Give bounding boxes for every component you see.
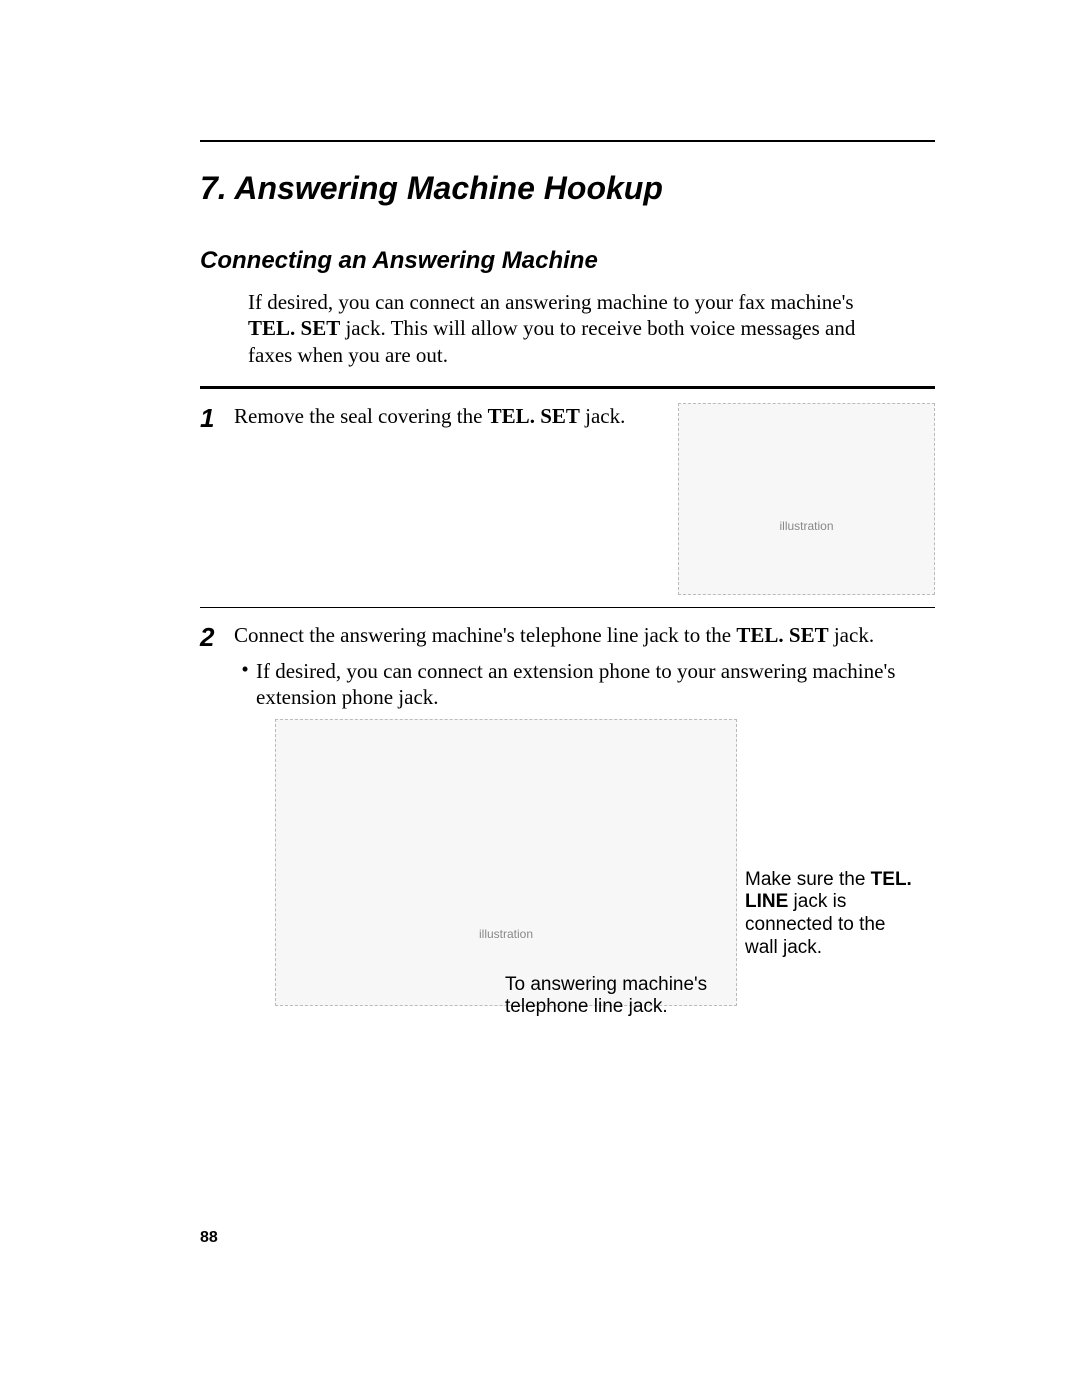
step-number: 2 <box>200 622 234 650</box>
step-2-figure-wrap: illustration Make sure the TEL. LINE jac… <box>275 719 915 1019</box>
step-2-bold: TEL. SET <box>736 623 828 647</box>
top-rule <box>200 140 935 142</box>
wiring-diagram-illustration: illustration <box>275 719 737 1006</box>
intro-paragraph: If desired, you can connect an answering… <box>248 289 888 368</box>
step-2-text: Connect the answering machine's telephon… <box>234 622 935 711</box>
step-1: 1 Remove the seal covering the TEL. SET … <box>200 403 658 439</box>
step-2-prefix: Connect the answering machine's telephon… <box>234 623 736 647</box>
step-2-bullet: • If desired, you can connect an extensi… <box>234 658 935 711</box>
step-1-text: Remove the seal covering the TEL. SET ja… <box>234 403 658 439</box>
step-1-figure: illustration <box>678 403 935 595</box>
callout-right-prefix: Make sure the <box>745 869 871 890</box>
manual-page: 7. Answering Machine Hookup Connecting a… <box>0 0 1080 1397</box>
step-1-prefix: Remove the seal covering the <box>234 404 488 428</box>
step-1-row: 1 Remove the seal covering the TEL. SET … <box>200 403 935 595</box>
callout-tel-line: Make sure the TEL. LINE jack is connecte… <box>745 869 915 960</box>
step-2-suffix: jack. <box>829 623 874 647</box>
section-title: Connecting an Answering Machine <box>200 247 935 275</box>
intro-text-suffix: jack. This will allow you to receive bot… <box>248 316 855 366</box>
callout-answering-machine: To answering machine's telephone line ja… <box>505 974 755 1020</box>
step-2: 2 Connect the answering machine's teleph… <box>200 622 935 711</box>
step-number: 1 <box>200 403 234 431</box>
step-1-bold: TEL. SET <box>488 404 580 428</box>
step-1-suffix: jack. <box>580 404 625 428</box>
fax-seal-illustration: illustration <box>678 403 935 595</box>
rule-between-steps <box>200 607 935 608</box>
rule-above-step-1 <box>200 386 935 389</box>
step-2-bullet-text: If desired, you can connect an extension… <box>256 658 935 711</box>
intro-text-prefix: If desired, you can connect an answering… <box>248 290 854 314</box>
bullet-dot-icon: • <box>234 658 256 711</box>
page-number: 88 <box>200 1229 218 1247</box>
intro-bold-tel-set: TEL. SET <box>248 316 340 340</box>
chapter-title: 7. Answering Machine Hookup <box>200 170 935 207</box>
